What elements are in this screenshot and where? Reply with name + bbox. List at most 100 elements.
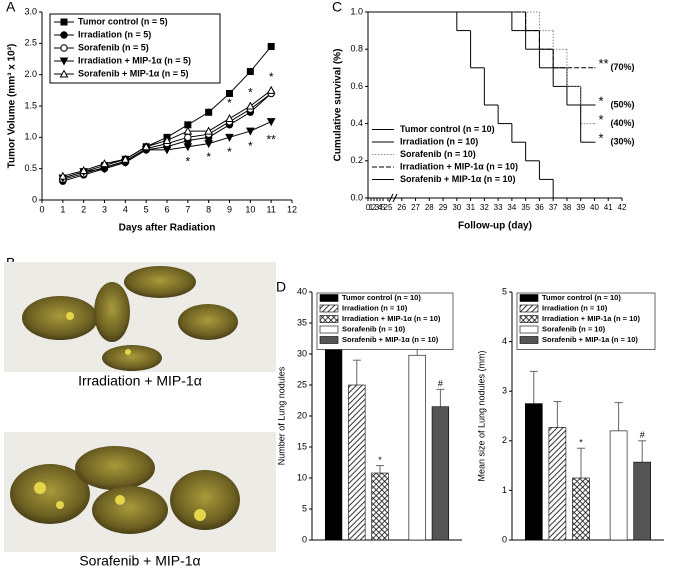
legend-swatch [319,336,339,344]
legend-label: Sorafenib + MIP-1α (n = 10) [342,335,439,344]
y-tick-label: 25 [297,379,307,389]
y-tick-label: 15 [297,441,307,451]
bar [371,472,389,541]
legend-swatch [319,304,339,313]
x-tick-label: 31 [466,203,475,212]
x-tick-label: 3 [375,203,380,212]
legend-label: Irradiation + MIP-1α (n = 5) [78,55,191,65]
x-tick-label: 40 [590,203,599,212]
panel-label: C [332,0,342,15]
legend-label: Irradiation + MIP-1α (n = 10) [342,314,441,323]
x-tick-label: 28 [425,203,434,212]
legend-marker [60,31,68,39]
marker [245,101,255,110]
x-tick-label: 12 [287,204,297,214]
x-tick-label: 37 [549,203,558,212]
x-tick-label: 3 [102,204,107,214]
legend-marker [59,57,69,66]
x-tick-label: 9 [227,204,232,214]
marker [162,146,172,155]
photo-irradiation [4,262,276,372]
x-tick-label: 27 [411,203,420,212]
marker [184,133,192,142]
y-tick-label: 0.0 [350,192,363,202]
panel-label: A [6,0,16,15]
marker [226,89,233,97]
x-tick-label: 4 [378,203,383,212]
bar [633,461,651,541]
marker [205,108,213,116]
x-tick-label: 32 [480,203,489,212]
y-tick-label: 1 [502,485,507,495]
legend-swatch [319,294,339,302]
y-tick-label: 1.0 [350,6,363,16]
y-tick-label: 0 [502,534,507,544]
x-tick-label: 5 [381,203,386,212]
bar-note: # [438,379,443,389]
bar-note: # [640,430,645,440]
annotation-label: (30%) [610,137,634,147]
legend-swatch [519,304,539,313]
legend-swatch [519,325,539,334]
legend-box [516,292,656,350]
annotation-label: (50%) [610,99,634,109]
annotation: * [227,145,232,159]
y-tick-label: 1.0 [24,132,37,142]
legend-box [316,292,454,350]
marker [204,126,214,135]
y-tick-label: 0.5 [24,163,37,173]
y-tick-label: 10 [297,472,307,482]
marker [204,140,214,149]
marker [162,135,172,144]
x-tick-label: 0 [366,203,371,212]
legend-label: Irradiation (n = 10) [342,303,408,312]
x-tick-label: 36 [535,203,544,212]
legend-swatch [319,325,339,334]
legend-box [49,13,221,84]
legend-label: Sorafenib + MIP-1a (n = 10) [542,335,638,344]
legend-marker [60,18,68,26]
marker [246,68,254,76]
x-tick-label: 4 [123,204,128,214]
photo-caption: Sorafenib + MIP-1α [79,553,200,569]
legend-label: Tumor control (n = 5) [78,16,168,26]
photo-caption: Irradiation + MIP-1α [78,373,202,389]
legend-label: Tumor control (n = 10) [542,293,621,302]
x-tick-label: 2 [81,204,86,214]
legend-label: Sorafenib (n = 5) [78,42,149,52]
x-tick-label: 42 [618,203,627,212]
y-tick-label: 1.5 [24,100,37,110]
annotation: * [227,96,232,110]
y-tick-label: 2.5 [24,38,37,48]
x-tick-label: 35 [521,203,530,212]
x-tick-label: 0 [39,204,44,214]
y-tick-label: 5 [302,503,307,513]
x-tick-label: 25 [384,203,393,212]
x-tick-label: 33 [494,203,503,212]
bar [525,403,543,541]
annotation: ** [266,133,276,147]
y-tick-label: 0.2 [350,155,363,165]
annotation: * [269,70,274,84]
y-axis-label: Number of Lung nodules [276,366,286,465]
y-tick-label: 2.0 [24,69,37,79]
marker [183,143,193,152]
bar [408,354,426,541]
bar [548,427,567,541]
y-tick-label: 40 [297,286,307,296]
y-axis-label: Tumor Volume (mm³ x 10³) [7,44,18,169]
photo-sorafenib [4,432,276,552]
legend-label: Tumor control (n = 10) [342,293,421,302]
x-axis-label: Days after Radiation [119,223,216,234]
marker [141,142,151,151]
x-tick-label: 26 [397,203,406,212]
legend-label: Sorafenib (n = 10) [400,149,476,159]
marker [120,154,130,163]
x-tick-label: 1 [369,203,374,212]
legend-label: Tumor control (n = 10) [400,124,495,134]
x-tick-label: 30 [452,203,461,212]
y-axis-label: Mean size of Lung nodules (mm) [476,350,486,481]
legend-label: Sorafenib (n = 10) [542,324,606,333]
y-tick-label: 5 [502,286,507,296]
